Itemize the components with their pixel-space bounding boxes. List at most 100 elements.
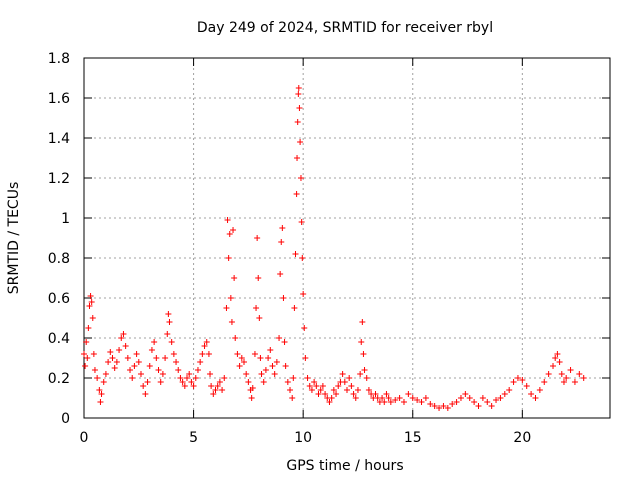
data-point — [165, 311, 172, 317]
data-point — [127, 367, 134, 373]
data-point — [361, 367, 368, 373]
data-point — [226, 231, 233, 237]
data-point — [212, 387, 219, 393]
data-point — [86, 303, 93, 309]
data-point — [199, 351, 206, 357]
y-tick-label: 0 — [61, 411, 70, 427]
data-point — [131, 363, 138, 369]
data-point — [554, 351, 561, 357]
data-point — [431, 403, 438, 409]
data-point — [224, 217, 231, 223]
data-point — [184, 375, 191, 381]
data-point — [466, 395, 473, 401]
data-point — [146, 363, 153, 369]
data-point — [514, 375, 521, 381]
data-point — [383, 391, 390, 397]
data-point — [207, 371, 214, 377]
y-axis-label: SRMTID / TECUs — [6, 182, 22, 295]
data-point — [295, 85, 302, 91]
data-point — [124, 355, 131, 361]
data-point — [330, 387, 337, 393]
data-point — [292, 251, 299, 257]
data-point — [162, 355, 169, 361]
data-point — [208, 383, 215, 389]
data-point — [400, 399, 407, 405]
data-point — [258, 371, 265, 377]
data-point — [190, 383, 197, 389]
data-point — [282, 363, 289, 369]
data-point — [479, 395, 486, 401]
data-point — [236, 363, 243, 369]
chart-title: Day 249 of 2024, SRMTID for receiver rby… — [197, 20, 493, 36]
data-point — [260, 379, 267, 385]
data-point — [265, 355, 272, 361]
data-point — [497, 395, 504, 401]
data-point — [219, 387, 226, 393]
y-tick-label: 0.4 — [48, 331, 70, 347]
data-point — [449, 401, 456, 407]
data-point — [563, 375, 570, 381]
data-point — [297, 175, 304, 181]
data-point — [113, 359, 120, 365]
data-point — [510, 379, 517, 385]
data-point — [179, 379, 186, 385]
data-point — [168, 339, 175, 345]
data-point — [532, 395, 539, 401]
data-point — [231, 275, 238, 281]
data-point — [291, 305, 298, 311]
grid — [84, 58, 610, 418]
data-point — [289, 395, 296, 401]
data-point — [326, 399, 333, 405]
data-point — [358, 339, 365, 345]
data-point — [457, 395, 464, 401]
data-point — [97, 399, 104, 405]
data-point — [175, 367, 182, 373]
data-point — [385, 395, 392, 401]
data-point — [372, 391, 379, 397]
data-point — [255, 275, 262, 281]
data-point — [523, 383, 530, 389]
data-point — [287, 387, 294, 393]
data-point — [333, 391, 340, 397]
data-point — [230, 227, 237, 233]
y-tick-label: 1 — [61, 211, 70, 227]
data-point — [392, 397, 399, 403]
data-point — [96, 387, 103, 393]
data-point — [245, 379, 252, 385]
data-point — [302, 355, 309, 361]
data-point — [90, 351, 97, 357]
data-point — [317, 387, 324, 393]
data-point — [232, 335, 239, 341]
data-point — [91, 367, 98, 373]
data-point — [94, 375, 101, 381]
data-point — [271, 371, 278, 377]
data-point — [249, 385, 256, 391]
data-point — [173, 359, 180, 365]
data-point — [453, 399, 460, 405]
data-point — [83, 339, 90, 345]
data-point — [299, 255, 306, 261]
data-point — [293, 191, 300, 197]
data-point — [205, 351, 212, 357]
data-point — [279, 225, 286, 231]
data-point — [556, 359, 563, 365]
data-point — [341, 379, 348, 385]
data-point — [120, 331, 127, 337]
y-tick-label: 1.8 — [48, 51, 70, 67]
data-point — [227, 295, 234, 301]
data-point — [234, 351, 241, 357]
data-point — [129, 375, 136, 381]
data-point — [501, 391, 508, 397]
data-point — [295, 91, 302, 97]
data-point — [360, 351, 367, 357]
data-point — [223, 305, 230, 311]
data-point — [328, 395, 335, 401]
data-point — [87, 293, 94, 299]
data-point — [471, 399, 478, 405]
data-point — [203, 339, 210, 345]
data-point — [102, 371, 109, 377]
data-point — [313, 383, 320, 389]
data-point — [251, 351, 258, 357]
data-point — [164, 331, 171, 337]
